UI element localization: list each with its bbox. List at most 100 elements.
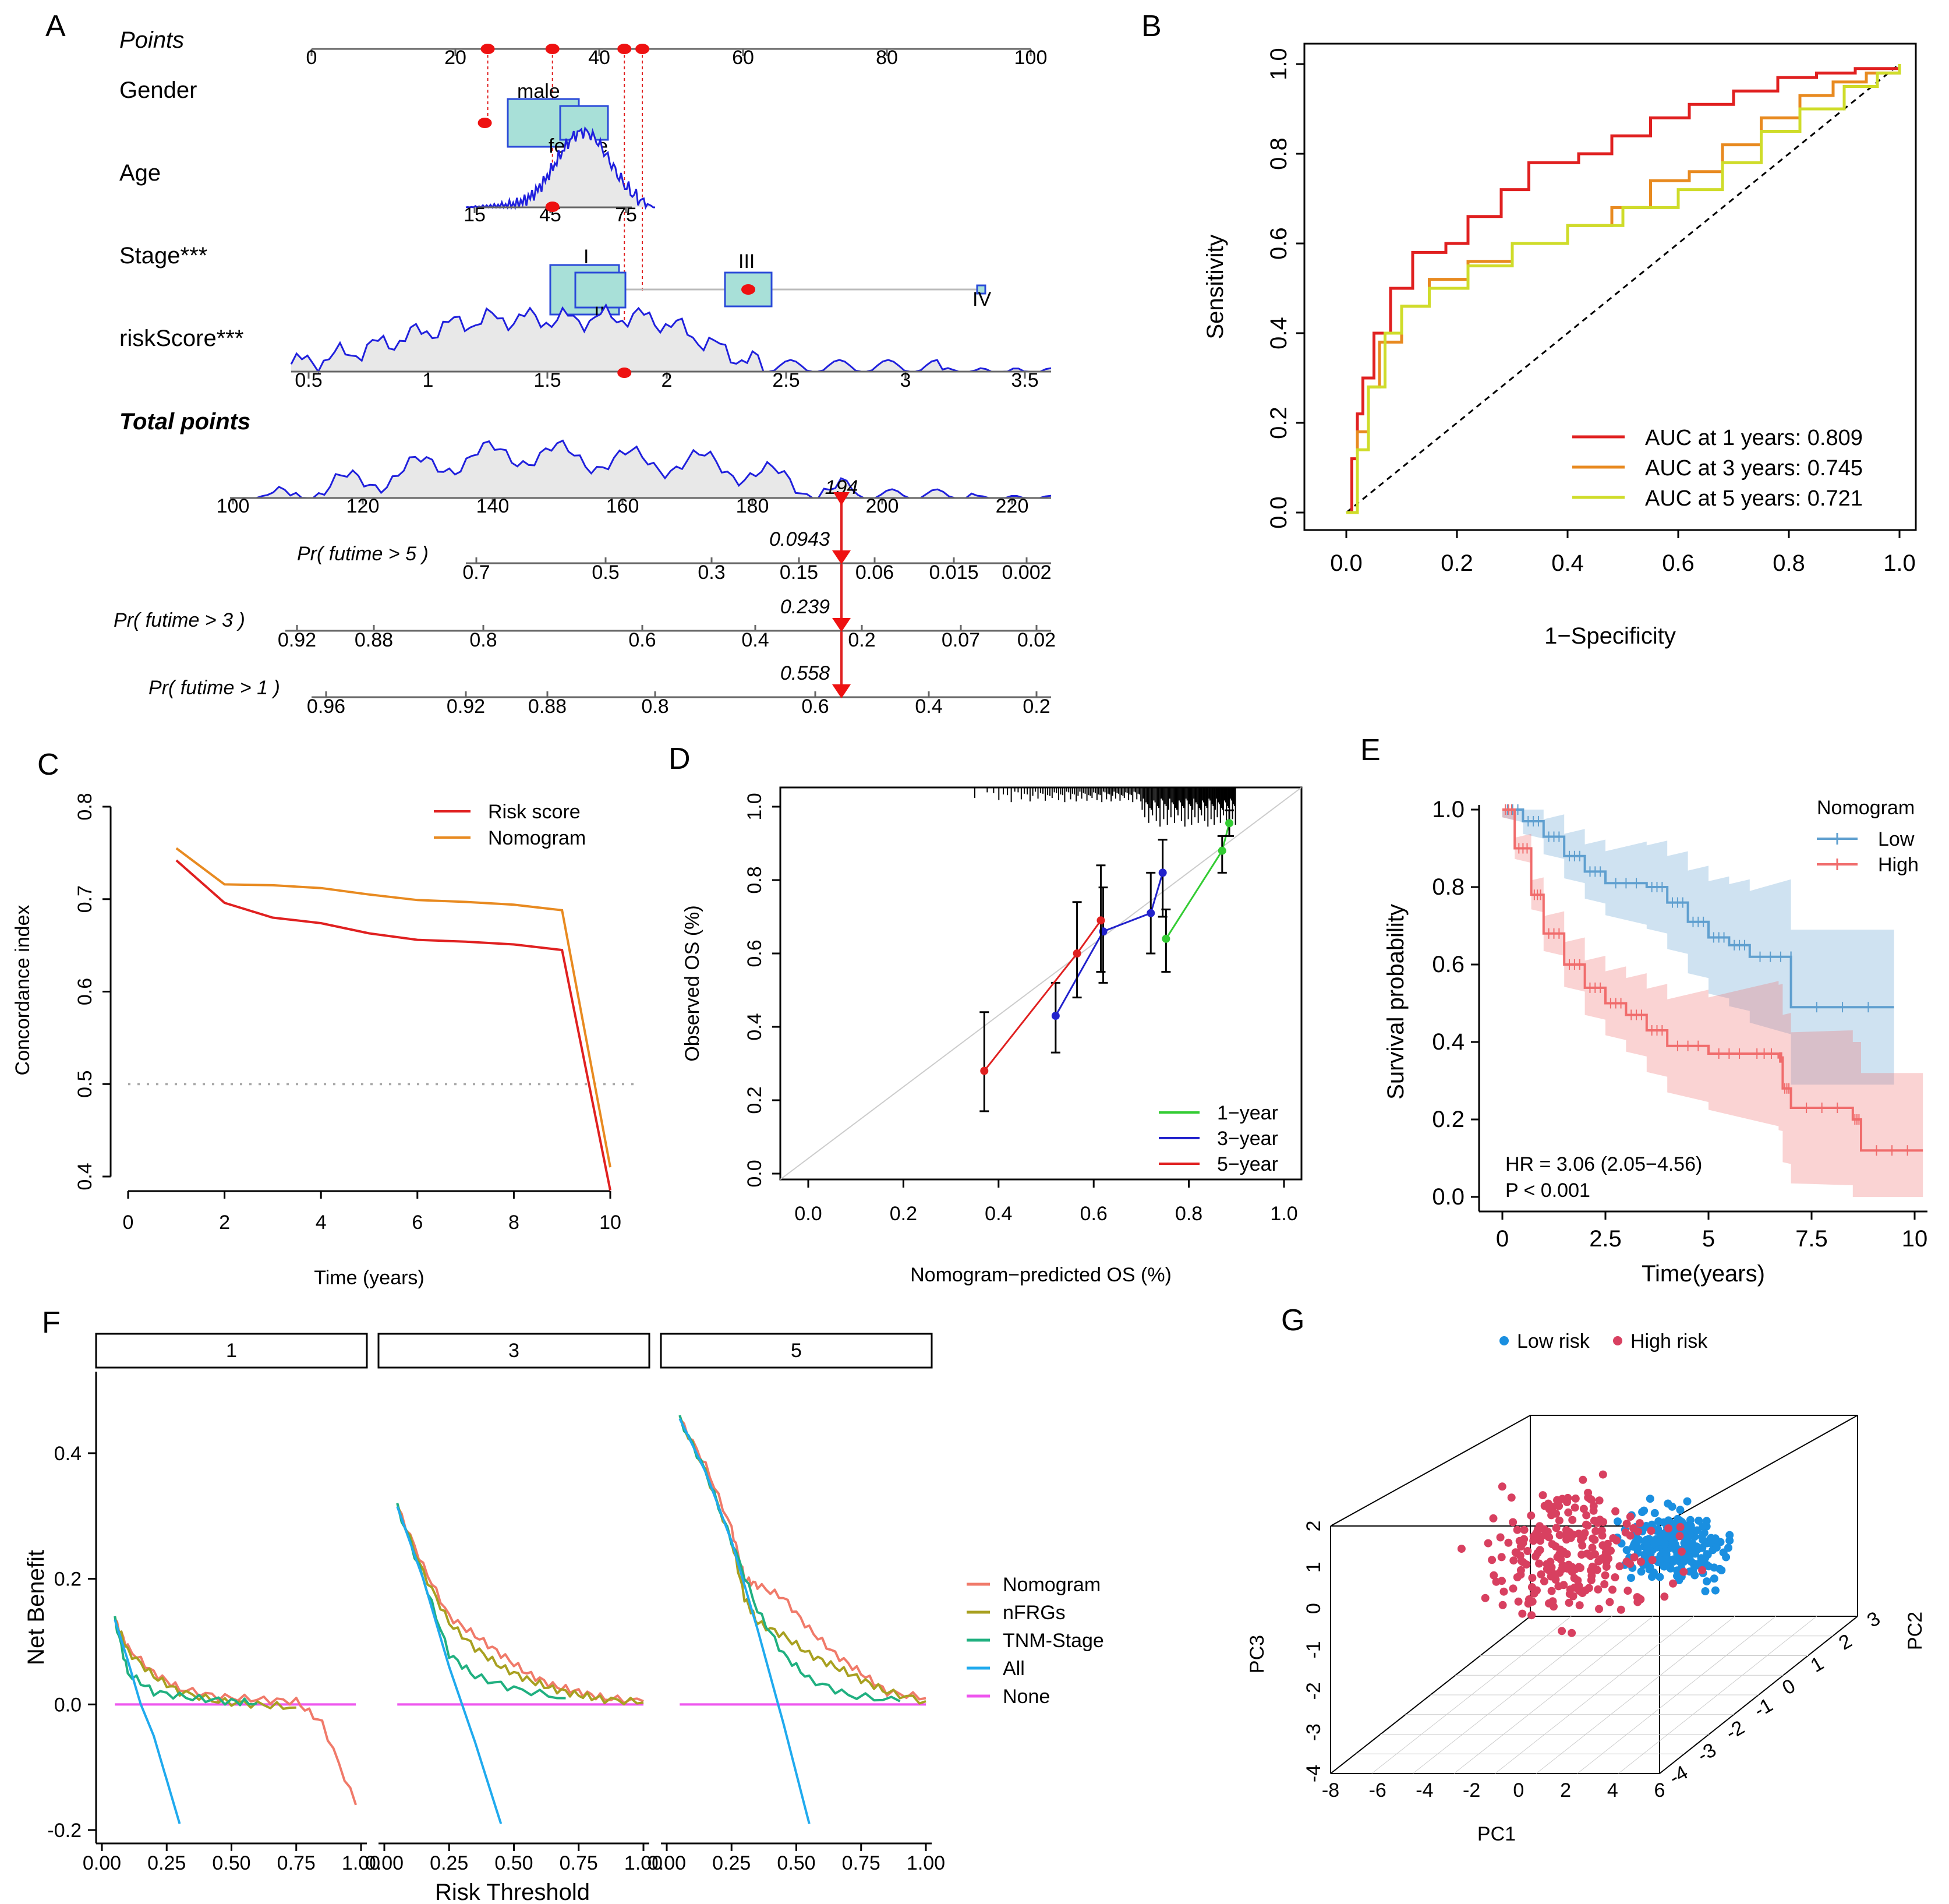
cindex-xlabel: Time (years) [314,1267,425,1289]
roc-xtick-label: 0.6 [1662,550,1695,576]
km-xlabel: Time(years) [1642,1261,1765,1287]
calib-ytick-label: 0.8 [744,866,766,893]
points-marker [545,44,560,54]
roc-panel: 0.0 0.0 0.2 0.2 0.4 0.4 0.6 0.6 0.8 0.8 1.0 1.0 1−Sp… [1202,43,1917,649]
roc-ytick-label: 0.4 [1266,317,1292,349]
calib-xtick-label: 0.8 [1175,1203,1202,1225]
pca-ytick-label: -2 [1303,1682,1325,1700]
pca-point-high [1601,1571,1610,1580]
pca-point-high [1492,1577,1501,1586]
pca-point-high [1498,1601,1507,1609]
pca-point-high [1612,1536,1621,1545]
cindex-panel: 0 2 4 6 8 10 0.4 0.5 0.6 0.7 0.8 Time (years) Concor… [12,793,635,1289]
pca-point-low [1694,1543,1703,1552]
pca-point-low [1664,1499,1672,1508]
cindex-xtick-label: 2 [219,1211,230,1234]
age-tick-label: 15 [464,204,486,226]
pca-point-high [1588,1562,1597,1571]
pca-point-high [1589,1506,1598,1515]
km-confidence-band [1502,810,1923,1197]
risk-tick-label: 3 [900,369,911,391]
cindex-ytick-label: 0.7 [74,885,96,913]
pca-point-low [1673,1566,1681,1575]
risk-tick-label: 2.5 [772,369,800,391]
dca-curve [678,1415,926,1705]
pca-point-high [1597,1555,1606,1563]
dca-legend-label: Nomogram [1003,1574,1101,1596]
pca-point-high [1535,1559,1544,1568]
points-tick-label: 80 [876,47,898,69]
prob-tick-label: 0.5 [592,561,619,584]
calib-point [980,1066,989,1075]
dca-ylabel: Net Benefit [23,1550,49,1665]
prob-value-label: 0.0943 [769,528,830,550]
prob-tick-label: 0.4 [915,695,942,718]
variable-label: Gender [119,77,197,103]
km-ytick-label: 0.4 [1432,1029,1465,1055]
pca-point-high [1648,1556,1657,1564]
pca-ylabel: PC3 [1246,1635,1268,1673]
stage-level-i: I [583,246,589,268]
dca-xtick-label: 0.25 [430,1852,468,1874]
pca-point-high [1564,1508,1573,1517]
gender-level-male: male [517,80,560,103]
pca-point-high [1590,1535,1599,1544]
pca-point-high [1635,1594,1643,1603]
pca-point-low [1654,1517,1663,1525]
dca-facet-label: 5 [791,1340,802,1362]
pca-point-high [1457,1545,1466,1553]
prob-value-label: 0.558 [780,662,830,684]
pca-point-high [1577,1532,1586,1541]
roc-legend-label: AUC at 1 years: 0.809 [1645,426,1863,450]
calib-ytick-label: 0.4 [744,1013,766,1040]
prob-tick-label: 0.02 [1017,629,1056,651]
points-marker [635,44,650,54]
dca-xtick-label: 0.75 [842,1852,880,1874]
pca-point-high [1602,1563,1611,1571]
pca-point-high [1518,1609,1527,1618]
pca-xtick-label: -2 [1463,1779,1480,1801]
risk-tick-label: 1.5 [533,369,561,391]
dca-xtick-label: 0.25 [147,1852,186,1874]
prob-tick-label: 0.88 [355,629,393,651]
pca-point-low [1686,1516,1695,1524]
roc-xtick-label: 0.8 [1773,550,1805,576]
pca-point-high [1520,1525,1529,1534]
pca-point-low [1710,1563,1718,1572]
pca-point-high [1698,1566,1707,1574]
km-p-annotation: P < 0.001 [1505,1179,1590,1202]
pca-point-low [1697,1554,1706,1563]
prob-tick-label: 0.015 [929,561,978,584]
dca-curve [114,1616,258,1707]
cindex-ytick-label: 0.6 [74,978,96,1005]
prob-row-label: Pr( futime > 3 ) [114,609,245,631]
pca-point-low [1688,1539,1697,1548]
prob-tick-label: 0.2 [848,629,875,651]
pca-point-low [1675,1576,1683,1584]
pca-point-low [1695,1516,1703,1525]
calib-ylabel: Observed OS (%) [681,905,703,1061]
roc-legend-label: AUC at 3 years: 0.745 [1645,456,1863,481]
pca-point-high [1555,1531,1564,1539]
pca-point-low [1650,1509,1659,1517]
total-density-fill [256,440,1051,498]
points-label: Points [119,27,184,53]
pca-point-low [1717,1566,1726,1574]
dca-curve [678,1418,811,1824]
pca-xtick-label: -4 [1416,1779,1433,1801]
dca-ytick-label: -0.2 [47,1820,82,1842]
risk-density-line [290,303,1052,374]
pca-point-low [1622,1546,1631,1555]
roc-ytick-label: 0.6 [1266,227,1292,260]
variable-label: Stage*** [119,243,207,269]
dca-xtick-label: 0.50 [777,1852,815,1874]
roc-diagonal [1346,63,1900,514]
pca-point-high [1607,1546,1615,1555]
pca-ztick-label: 0 [1778,1675,1799,1699]
pca-point-low [1724,1543,1732,1552]
pca-point-high [1537,1570,1545,1579]
calib-xtick-label: 0.4 [985,1203,1012,1225]
calib-point [1096,916,1105,925]
pca-point-high [1528,1574,1537,1582]
